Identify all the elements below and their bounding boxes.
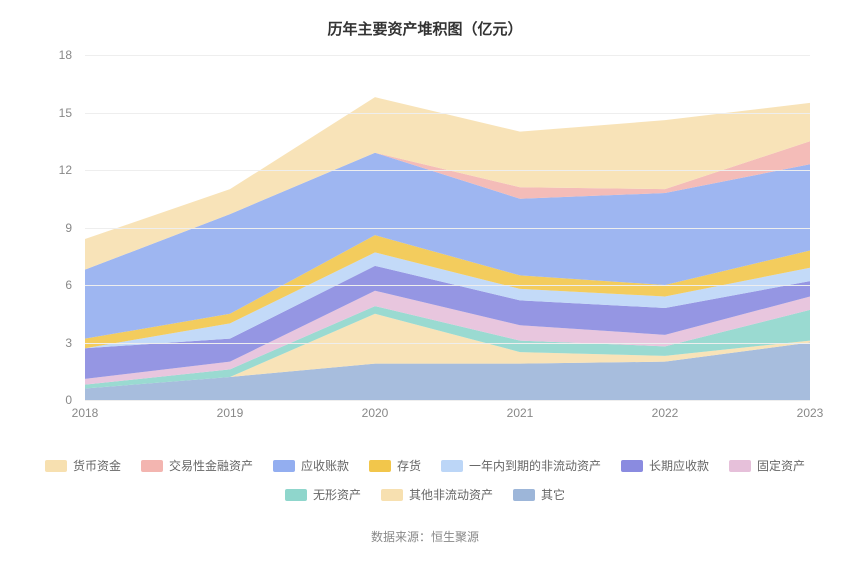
legend-item[interactable]: 货币资金 [45, 453, 121, 479]
x-tick-label: 2023 [797, 406, 824, 420]
y-tick-label: 18 [59, 48, 72, 62]
legend-item[interactable]: 交易性金融资产 [141, 453, 253, 479]
legend-swatch [513, 489, 535, 501]
legend-swatch [141, 460, 163, 472]
legend-swatch [285, 489, 307, 501]
legend-label: 固定资产 [757, 453, 805, 479]
x-tick-label: 2021 [507, 406, 534, 420]
legend-label: 存货 [397, 453, 421, 479]
y-tick-label: 12 [59, 163, 72, 177]
y-tick-label: 3 [65, 336, 72, 350]
x-axis: 201820192020202120222023 [85, 400, 810, 425]
plot-area [85, 55, 810, 400]
y-tick-label: 0 [65, 393, 72, 407]
x-tick-label: 2018 [72, 406, 99, 420]
legend: 货币资金 交易性金融资产 应收账款 存货 一年内到期的非流动资产 长期应收款 固定资产无形资… [30, 453, 820, 510]
chart-title: 历年主要资产堆积图（亿元） [30, 18, 820, 39]
legend-item[interactable]: 其他非流动资产 [381, 482, 493, 508]
grid-line [85, 343, 810, 344]
y-tick-label: 6 [65, 278, 72, 292]
legend-label: 应收账款 [301, 453, 349, 479]
y-tick-label: 15 [59, 106, 72, 120]
legend-swatch [729, 460, 751, 472]
legend-label: 交易性金融资产 [169, 453, 253, 479]
x-tick-label: 2022 [652, 406, 679, 420]
y-tick-label: 9 [65, 221, 72, 235]
legend-item[interactable]: 应收账款 [273, 453, 349, 479]
legend-item[interactable]: 固定资产 [729, 453, 805, 479]
legend-item[interactable]: 一年内到期的非流动资产 [441, 453, 601, 479]
chart-zone: 0369121518 201820192020202120222023 [30, 55, 820, 425]
legend-label: 一年内到期的非流动资产 [469, 453, 601, 479]
legend-label: 货币资金 [73, 453, 121, 479]
legend-swatch [621, 460, 643, 472]
grid-line [85, 228, 810, 229]
data-source-label: 数据来源：恒生聚源 [30, 528, 820, 545]
grid-line [85, 170, 810, 171]
legend-item[interactable]: 无形资产 [285, 482, 361, 508]
legend-swatch [381, 489, 403, 501]
grid-line [85, 285, 810, 286]
legend-label: 其它 [541, 482, 565, 508]
grid-line [85, 113, 810, 114]
legend-swatch [45, 460, 67, 472]
legend-label: 长期应收款 [649, 453, 709, 479]
y-axis: 0369121518 [30, 55, 80, 425]
legend-label: 其他非流动资产 [409, 482, 493, 508]
x-tick-label: 2020 [362, 406, 389, 420]
grid-line [85, 55, 810, 56]
legend-swatch [441, 460, 463, 472]
legend-item[interactable]: 存货 [369, 453, 421, 479]
legend-label: 无形资产 [313, 482, 361, 508]
legend-item[interactable]: 其它 [513, 482, 565, 508]
legend-item[interactable]: 长期应收款 [621, 453, 709, 479]
legend-swatch [273, 460, 295, 472]
legend-swatch [369, 460, 391, 472]
chart-container: 历年主要资产堆积图（亿元） 0 3 6 9 12 15 18 2018 2019 2020 202… [0, 0, 850, 575]
x-tick-label: 2019 [217, 406, 244, 420]
